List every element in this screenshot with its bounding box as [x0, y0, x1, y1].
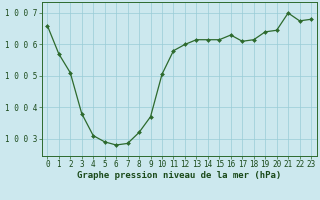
X-axis label: Graphe pression niveau de la mer (hPa): Graphe pression niveau de la mer (hPa) [77, 171, 281, 180]
